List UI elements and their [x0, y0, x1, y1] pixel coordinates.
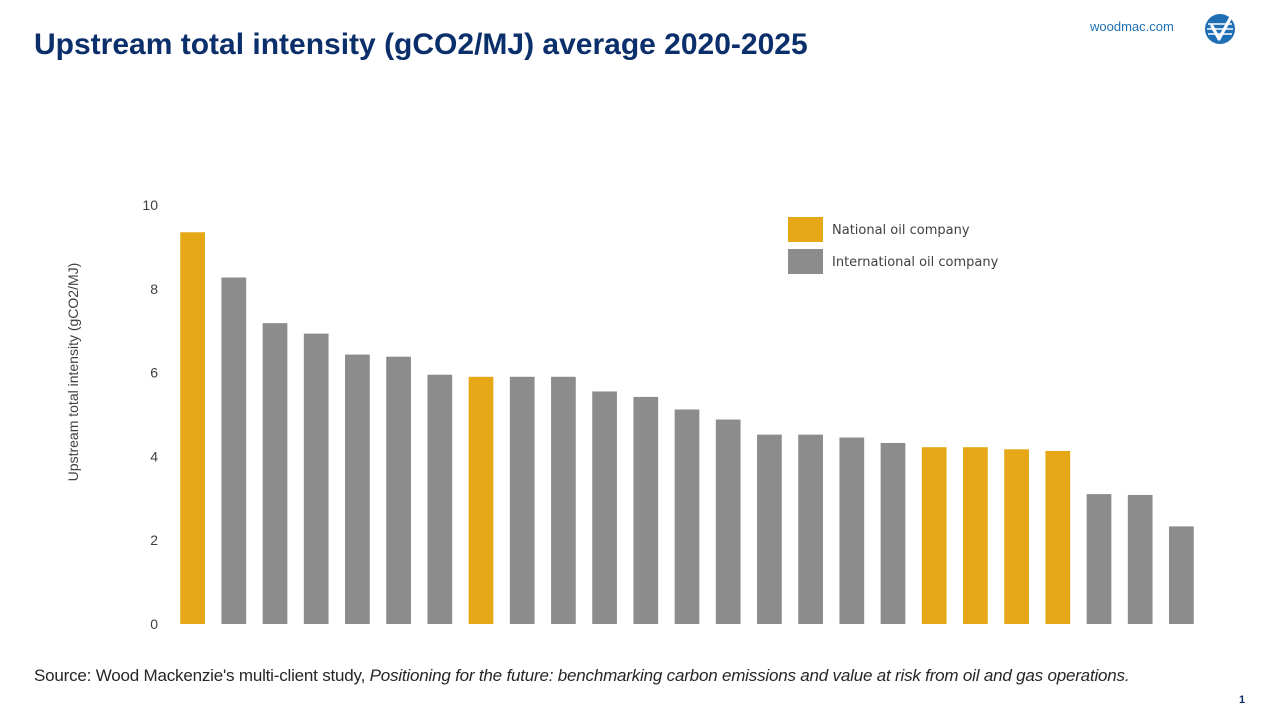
bar-ioc — [633, 396, 659, 624]
y-tick-label: 2 — [150, 532, 158, 548]
bar-ioc — [221, 277, 247, 624]
y-axis-label: Upstream total intensity (gCO2/MJ) — [65, 263, 81, 482]
bar-ioc — [427, 374, 453, 624]
bars — [180, 232, 1194, 625]
legend-label-ioc: International oil company — [832, 255, 999, 270]
bar-ioc — [798, 434, 823, 624]
bar-ioc — [1127, 494, 1153, 624]
source-note: Source: Wood Mackenzie's multi-client st… — [34, 666, 1130, 686]
bar-ioc — [880, 442, 906, 624]
bar-ioc — [345, 354, 370, 624]
legend-label-noc: National oil company — [832, 223, 970, 238]
y-tick-label: 8 — [150, 281, 158, 297]
website-link[interactable]: woodmac.com — [1090, 19, 1174, 34]
bar-noc — [1004, 449, 1029, 624]
bar-ioc — [757, 434, 782, 624]
source-prefix: Source: Wood Mackenzie's multi-client st… — [34, 666, 370, 685]
y-axis: 0 2 4 6 8 10 — [142, 197, 158, 632]
bar-ioc — [592, 391, 617, 624]
legend-swatch-noc — [788, 217, 823, 242]
bar-noc — [921, 447, 947, 624]
legend: National oil company International oil co… — [788, 217, 999, 274]
wood-mackenzie-logo-icon — [1205, 14, 1235, 44]
bar-ioc — [1086, 494, 1112, 624]
page-title: Upstream total intensity (gCO2/MJ) avera… — [34, 28, 808, 61]
bar-noc — [468, 376, 494, 624]
y-tick-label: 6 — [150, 365, 158, 381]
bar-ioc — [386, 356, 411, 624]
bar-noc — [963, 447, 988, 624]
page-number: 1 — [1239, 694, 1246, 706]
bar-ioc — [1169, 526, 1194, 624]
bar-noc — [1045, 450, 1071, 624]
bar-ioc — [262, 323, 288, 624]
y-tick-label: 10 — [142, 197, 158, 213]
bar-ioc — [839, 437, 865, 624]
bar-noc — [180, 232, 205, 625]
source-study-title: Positioning for the future: benchmarking… — [369, 666, 1130, 685]
y-tick-label: 4 — [150, 448, 158, 464]
bar-ioc — [303, 333, 329, 624]
bar-ioc — [674, 409, 700, 624]
legend-swatch-ioc — [788, 249, 823, 274]
bar-ioc — [551, 376, 576, 624]
bar-ioc — [715, 419, 741, 624]
y-tick-label: 0 — [150, 616, 158, 632]
bar-ioc — [509, 376, 535, 624]
